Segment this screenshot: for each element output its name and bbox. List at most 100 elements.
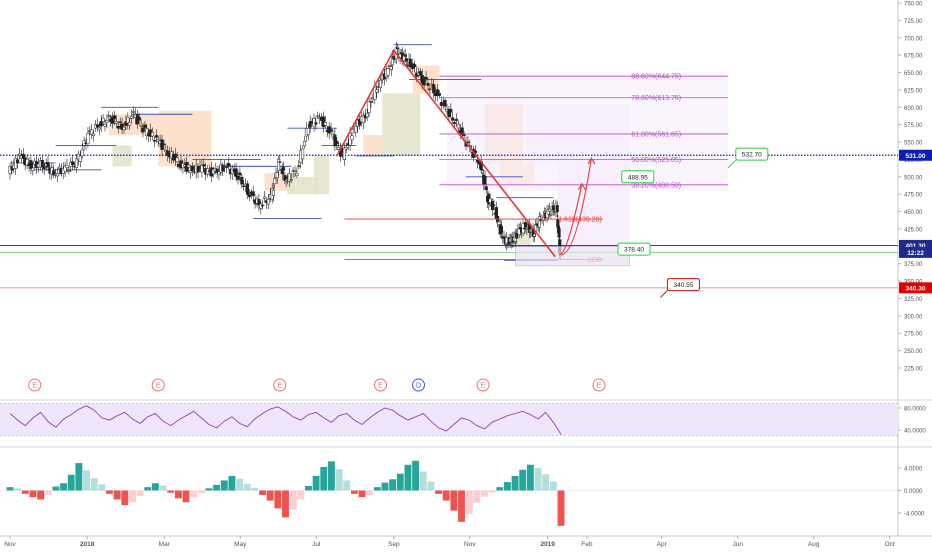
- earnings-marker[interactable]: [476, 378, 490, 392]
- candle-body: [187, 164, 191, 168]
- candle-body: [57, 166, 61, 170]
- candle-body: [234, 168, 238, 177]
- earnings-marker[interactable]: [28, 378, 42, 392]
- histogram-bar: [534, 468, 542, 491]
- rsi-axis-label: 80.0000: [904, 407, 926, 413]
- histogram-bar: [60, 483, 68, 491]
- candle-body: [316, 115, 320, 117]
- candle-body: [238, 172, 242, 176]
- earnings-marker[interactable]: [273, 378, 287, 392]
- candle-body: [263, 196, 267, 199]
- histogram-bar: [220, 480, 228, 491]
- dotted-resistance-tag: [899, 149, 932, 161]
- candle-body: [428, 88, 432, 90]
- histogram-bar: [236, 478, 244, 491]
- candle-body: [297, 165, 301, 167]
- histogram-bar: [251, 487, 259, 491]
- histogram-bar: [98, 484, 106, 491]
- candle-body: [420, 75, 424, 84]
- histogram-bar: [182, 490, 190, 503]
- price-callout-box[interactable]: [621, 170, 655, 184]
- histogram-bar: [21, 490, 29, 494]
- pivot-zone-box: [158, 110, 212, 167]
- histogram-bar: [243, 483, 251, 491]
- dotted-resistance-tag-text: 531.00: [906, 153, 926, 160]
- candle-body: [211, 169, 215, 175]
- price-axis-label: 650.00: [904, 71, 923, 77]
- rsi-pane: 80.0000 40.0000: [0, 403, 926, 436]
- candle-body: [276, 158, 281, 172]
- event-marker-label: E: [597, 383, 602, 390]
- histogram-bar: [274, 490, 282, 509]
- candle-body: [137, 116, 141, 121]
- candle-body: [156, 139, 160, 142]
- histogram-bar: [335, 469, 343, 491]
- candle-body: [453, 122, 457, 124]
- histogram-bar: [52, 486, 60, 491]
- candle-body: [271, 189, 276, 196]
- candle-body: [413, 64, 417, 67]
- candle-body: [217, 171, 221, 175]
- fib-level-label: 50.00%(525.05): [631, 157, 681, 164]
- candle-body: [314, 122, 318, 125]
- price-callout-pointer: [660, 290, 668, 298]
- candle-body: [418, 71, 422, 76]
- price-axis-label: 325.00: [904, 297, 923, 303]
- candle-body: [404, 58, 409, 62]
- price-axis-label: 625.00: [904, 88, 923, 94]
- earnings-marker[interactable]: [592, 378, 606, 392]
- candle-body: [454, 118, 459, 121]
- fib-level-label: 88.60%(644.75): [631, 74, 681, 81]
- histogram-bar: [511, 475, 519, 491]
- price-callout-box[interactable]: [617, 242, 651, 256]
- target-low-tag-text: 340.30: [906, 285, 926, 292]
- price-axis-label: 600.00: [904, 106, 923, 112]
- histogram-bar: [90, 478, 98, 491]
- candle-body: [443, 100, 447, 107]
- histogram-bar: [519, 469, 527, 491]
- candle-body: [196, 166, 200, 173]
- histogram-bar: [526, 464, 534, 491]
- candle-body: [451, 117, 455, 121]
- candle-body: [46, 162, 50, 168]
- price-axis-label: 500.00: [904, 175, 923, 181]
- dividend-marker[interactable]: [412, 378, 425, 392]
- pivot-zone-box: [112, 145, 132, 167]
- pivot-zone-box: [287, 176, 318, 195]
- price-callout-box[interactable]: [666, 278, 700, 292]
- event-marker-label: E: [156, 383, 161, 390]
- candle-body: [154, 135, 158, 138]
- fib-level-label: 78.60%(613.75): [631, 95, 681, 102]
- time-axis-label: Feb: [581, 541, 593, 548]
- candle-body: [344, 147, 348, 150]
- histogram-bar: [29, 490, 37, 498]
- candle-body: [480, 170, 485, 173]
- candle-body: [301, 148, 305, 160]
- earnings-marker[interactable]: [151, 378, 165, 392]
- candle-body: [333, 134, 337, 147]
- histogram-bar: [259, 490, 266, 495]
- histogram-bar: [435, 490, 442, 494]
- price-callout-label: 488.95: [628, 174, 648, 181]
- candle-body: [223, 165, 227, 167]
- candle-body: [139, 125, 143, 127]
- histogram-bar: [228, 475, 236, 491]
- price-callout-pointer: [727, 159, 737, 169]
- price-callout-box[interactable]: [735, 147, 769, 161]
- time-axis-label: May: [234, 541, 247, 548]
- candle-body: [462, 133, 466, 137]
- candle-body: [484, 186, 488, 191]
- candle-body: [295, 173, 299, 176]
- candle-body: [369, 101, 373, 103]
- event-marker-label: E: [32, 383, 37, 390]
- price-axis-label: 300.00: [904, 314, 923, 320]
- event-marker-label: E: [481, 383, 486, 390]
- histogram-bar: [297, 490, 305, 500]
- earnings-marker[interactable]: [374, 378, 387, 392]
- candle-body: [532, 234, 536, 237]
- candle-body: [378, 79, 383, 88]
- candle-body: [221, 164, 225, 172]
- histogram-bar: [151, 483, 159, 491]
- histogram-bar: [404, 464, 412, 491]
